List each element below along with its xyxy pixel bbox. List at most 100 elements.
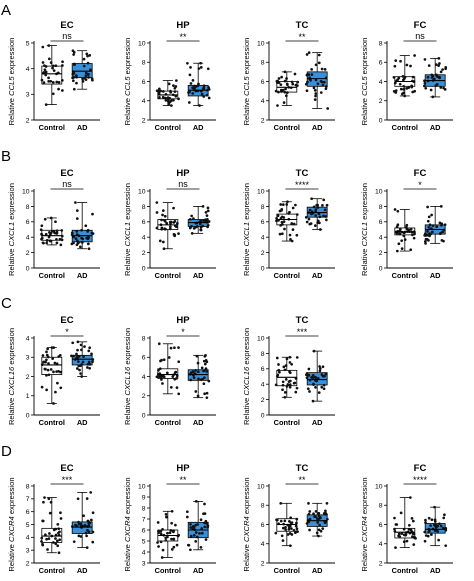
data-point: [44, 103, 48, 106]
data-point: [326, 107, 330, 110]
data-point: [48, 57, 51, 61]
data-point: [282, 365, 286, 369]
y-tick-label: 10: [138, 483, 146, 490]
data-point: [325, 203, 329, 207]
data-point: [413, 54, 416, 57]
y-axis-label: Relative CXCL1 expression: [7, 183, 16, 276]
data-point: [189, 534, 193, 538]
data-point: [294, 203, 297, 207]
data-point: [291, 82, 295, 86]
data-point: [283, 90, 287, 94]
data-point: [317, 511, 321, 515]
data-point: [308, 517, 312, 521]
data-point: [321, 365, 325, 369]
significance-label: **: [179, 475, 187, 485]
data-point: [393, 64, 397, 68]
data-point: [158, 367, 162, 371]
y-label-prefix: Relative: [242, 246, 251, 276]
data-point: [206, 525, 209, 529]
data-point: [409, 528, 413, 532]
data-point: [199, 66, 203, 69]
y-tick-label: 3: [142, 560, 146, 567]
data-point: [74, 201, 77, 204]
data-point: [200, 92, 204, 96]
data-point: [197, 82, 200, 86]
data-point: [397, 532, 401, 536]
data-point: [442, 516, 446, 520]
data-point: [41, 45, 45, 49]
y-tick-label: 10: [375, 188, 383, 195]
y-axis-label: Relative CXCL16 expression: [7, 328, 16, 425]
plot-d-fc: 2 4 6 8 10 Relative CXCR4 expression FC**** Con…: [360, 463, 453, 575]
y-tick-label: 5: [26, 40, 30, 47]
data-point: [308, 222, 312, 226]
plot-c-ec: 0 1 2 3 4 Relative CXCL16 expression EC* Contro…: [7, 315, 100, 427]
x-category-label: Control: [155, 123, 181, 132]
data-point: [41, 519, 44, 523]
data-point: [60, 238, 64, 242]
y-label-suffix: expression: [123, 183, 132, 222]
data-point: [322, 198, 326, 202]
data-point: [294, 83, 298, 87]
x-category-label: AD: [77, 566, 88, 575]
data-point: [88, 346, 92, 350]
data-point: [397, 76, 401, 80]
data-point: [316, 82, 320, 86]
significance-label: ns: [178, 179, 188, 189]
data-point: [169, 385, 173, 389]
data-point: [170, 548, 174, 551]
data-point: [288, 544, 292, 548]
data-point: [77, 520, 80, 524]
y-tick-label: 1: [26, 393, 30, 400]
data-point: [85, 534, 88, 538]
data-point: [90, 352, 93, 356]
data-point: [55, 539, 59, 543]
data-point: [54, 220, 57, 224]
data-point: [49, 231, 53, 235]
panel-title: EC: [60, 463, 73, 474]
y-axis-label: Relative CXCL16 expression: [123, 328, 132, 425]
data-point: [189, 548, 192, 552]
data-point: [280, 215, 284, 219]
data-point: [398, 228, 402, 232]
box-control: [41, 65, 63, 85]
data-point: [187, 543, 191, 547]
data-point: [307, 367, 311, 371]
y-tick-label: 2: [142, 250, 146, 257]
data-point: [88, 366, 92, 370]
data-point: [75, 230, 79, 233]
data-point: [72, 540, 76, 544]
x-category-label: Control: [392, 271, 418, 280]
data-point: [284, 528, 287, 532]
data-point: [316, 206, 320, 209]
data-point: [87, 72, 90, 76]
panel-title: TC: [296, 20, 309, 31]
plot-d-tc: 2 4 6 8 10 Relative CXCR4 expression TC** Contr…: [242, 463, 335, 575]
data-point: [57, 81, 61, 84]
data-point: [177, 533, 180, 537]
data-point: [282, 220, 286, 223]
panel-title: HP: [176, 168, 190, 179]
data-point: [436, 524, 440, 528]
data-point: [206, 223, 210, 227]
data-point: [283, 79, 287, 83]
data-point: [82, 514, 85, 518]
data-point: [286, 200, 289, 204]
y-label-prefix: Relative: [7, 246, 16, 276]
data-point: [89, 68, 92, 72]
data-point: [47, 497, 51, 501]
data-point: [295, 356, 299, 359]
data-point: [424, 534, 428, 537]
data-point: [194, 500, 198, 503]
data-point: [46, 548, 49, 551]
data-point: [42, 71, 46, 74]
y-tick-label: 4: [142, 98, 146, 105]
data-point: [88, 54, 92, 57]
data-point: [314, 63, 318, 67]
x-category-label: AD: [193, 566, 204, 575]
y-tick-label: 4: [379, 541, 383, 548]
data-point: [90, 231, 94, 235]
data-point: [402, 78, 405, 82]
data-point: [316, 376, 320, 380]
